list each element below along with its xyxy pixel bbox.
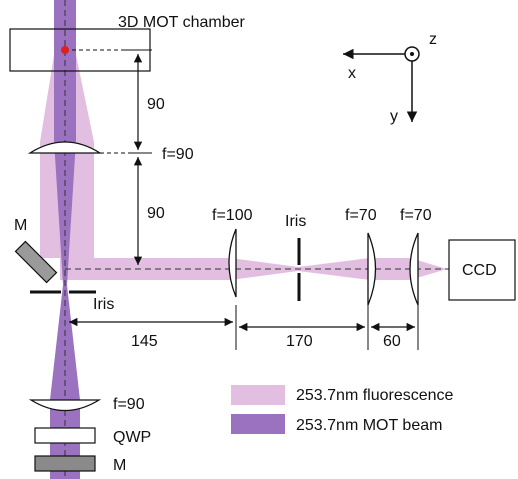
dim-60-label: 60 bbox=[383, 333, 401, 350]
qwp-label: QWP bbox=[113, 429, 151, 446]
chamber-label: 3D MOT chamber bbox=[118, 14, 246, 31]
lens-lower-focal-label: f=90 bbox=[113, 396, 145, 413]
lens-f90-lower bbox=[28, 399, 102, 412]
dim-lower-label: 90 bbox=[147, 205, 165, 222]
mirror-left-label: M bbox=[14, 217, 27, 234]
legend: 253.7nm fluorescence 253.7nm MOT beam bbox=[231, 385, 454, 434]
axis-x-label: x bbox=[348, 65, 356, 82]
dim-145-label: 145 bbox=[131, 333, 158, 350]
ccd-label: CCD bbox=[462, 262, 497, 279]
lens-f70-a bbox=[367, 232, 377, 306]
iris-left-label: Iris bbox=[93, 296, 114, 313]
axis-y-label: y bbox=[390, 108, 398, 125]
lens-f70-b bbox=[409, 232, 419, 306]
iris-center-label: Iris bbox=[285, 213, 306, 230]
atom-cloud bbox=[61, 46, 69, 54]
lens-upper-focal-label: f=90 bbox=[162, 146, 194, 163]
axis-z-label: z bbox=[429, 31, 437, 48]
legend-label-fluorescence: 253.7nm fluorescence bbox=[296, 387, 454, 404]
lens-f100 bbox=[228, 228, 237, 298]
mirror-45 bbox=[14, 240, 58, 284]
legend-swatch-mot-beam bbox=[231, 414, 285, 434]
quarter-wave-plate bbox=[34, 427, 96, 444]
horizontal-dimensions bbox=[69, 305, 419, 350]
lens-f70-b-label: f=70 bbox=[400, 207, 432, 224]
coordinate-axes bbox=[343, 46, 420, 122]
lens-f100-label: f=100 bbox=[212, 207, 253, 224]
legend-swatch-fluorescence bbox=[231, 385, 285, 405]
fluorescence-beam bbox=[40, 55, 447, 280]
lens-f90-upper bbox=[27, 141, 103, 154]
dim-upper-label: 90 bbox=[147, 96, 165, 113]
mirror-bottom bbox=[34, 455, 96, 472]
ccd-camera bbox=[448, 239, 516, 301]
mirror-bottom-label: M bbox=[113, 457, 126, 474]
lens-f70-a-label: f=70 bbox=[345, 207, 377, 224]
legend-label-mot-beam: 253.7nm MOT beam bbox=[296, 417, 442, 434]
dim-170-label: 170 bbox=[286, 333, 313, 350]
